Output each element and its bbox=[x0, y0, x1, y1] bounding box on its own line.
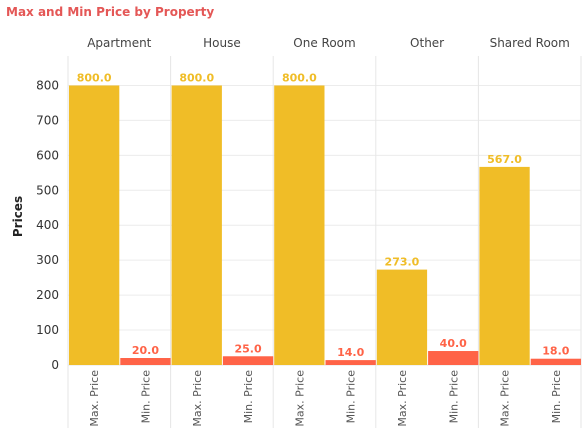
data-label: 567.0 bbox=[487, 153, 522, 166]
bar-min-price[interactable] bbox=[530, 358, 581, 365]
bar-max-price[interactable] bbox=[69, 85, 120, 366]
bar-max-price[interactable] bbox=[376, 269, 428, 365]
y-tick-label: 300 bbox=[36, 253, 59, 267]
facet-label: Shared Room bbox=[490, 36, 570, 50]
bar-min-price[interactable] bbox=[428, 351, 479, 365]
data-label: 800.0 bbox=[179, 71, 214, 84]
x-category-label: Min. Price bbox=[345, 370, 358, 424]
y-axis-title: Prices bbox=[11, 196, 25, 237]
bar-max-price[interactable] bbox=[479, 166, 530, 365]
data-label: 18.0 bbox=[542, 345, 569, 358]
facet-label: Other bbox=[410, 36, 444, 50]
x-category-label: Max. Price bbox=[396, 370, 409, 427]
x-category-label: Min. Price bbox=[447, 370, 460, 424]
data-label: 20.0 bbox=[132, 344, 159, 357]
data-label: 273.0 bbox=[385, 256, 420, 269]
data-label: 800.0 bbox=[282, 71, 317, 84]
data-label: 25.0 bbox=[234, 342, 261, 355]
y-tick-label: 800 bbox=[36, 78, 59, 92]
x-category-label: Min. Price bbox=[242, 370, 255, 424]
y-tick-label: 100 bbox=[36, 323, 59, 337]
x-category-label: Min. Price bbox=[139, 370, 152, 424]
bar-min-price[interactable] bbox=[120, 358, 171, 365]
x-category-label: Max. Price bbox=[88, 370, 101, 427]
data-label: 800.0 bbox=[77, 71, 112, 84]
y-tick-label: 600 bbox=[36, 148, 59, 162]
y-tick-label: 0 bbox=[51, 358, 59, 372]
x-category-label: Max. Price bbox=[499, 370, 512, 427]
data-label: 14.0 bbox=[337, 346, 364, 359]
facet-label: House bbox=[203, 36, 241, 50]
data-label: 40.0 bbox=[440, 337, 467, 350]
y-tick-label: 700 bbox=[36, 113, 59, 127]
x-category-label: Min. Price bbox=[550, 370, 563, 424]
y-tick-label: 200 bbox=[36, 288, 59, 302]
x-category-label: Max. Price bbox=[191, 370, 204, 427]
bar-min-price[interactable] bbox=[222, 356, 274, 365]
bar-max-price[interactable] bbox=[171, 85, 222, 366]
bar-min-price[interactable] bbox=[325, 360, 376, 365]
chart-title: Max and Min Price by Property bbox=[6, 5, 215, 19]
facet-label: Apartment bbox=[87, 36, 151, 50]
x-category-label: Max. Price bbox=[293, 370, 306, 427]
facet-label: One Room bbox=[293, 36, 355, 50]
y-tick-label: 500 bbox=[36, 183, 59, 197]
y-tick-label: 400 bbox=[36, 218, 59, 232]
bar-max-price[interactable] bbox=[274, 85, 325, 366]
